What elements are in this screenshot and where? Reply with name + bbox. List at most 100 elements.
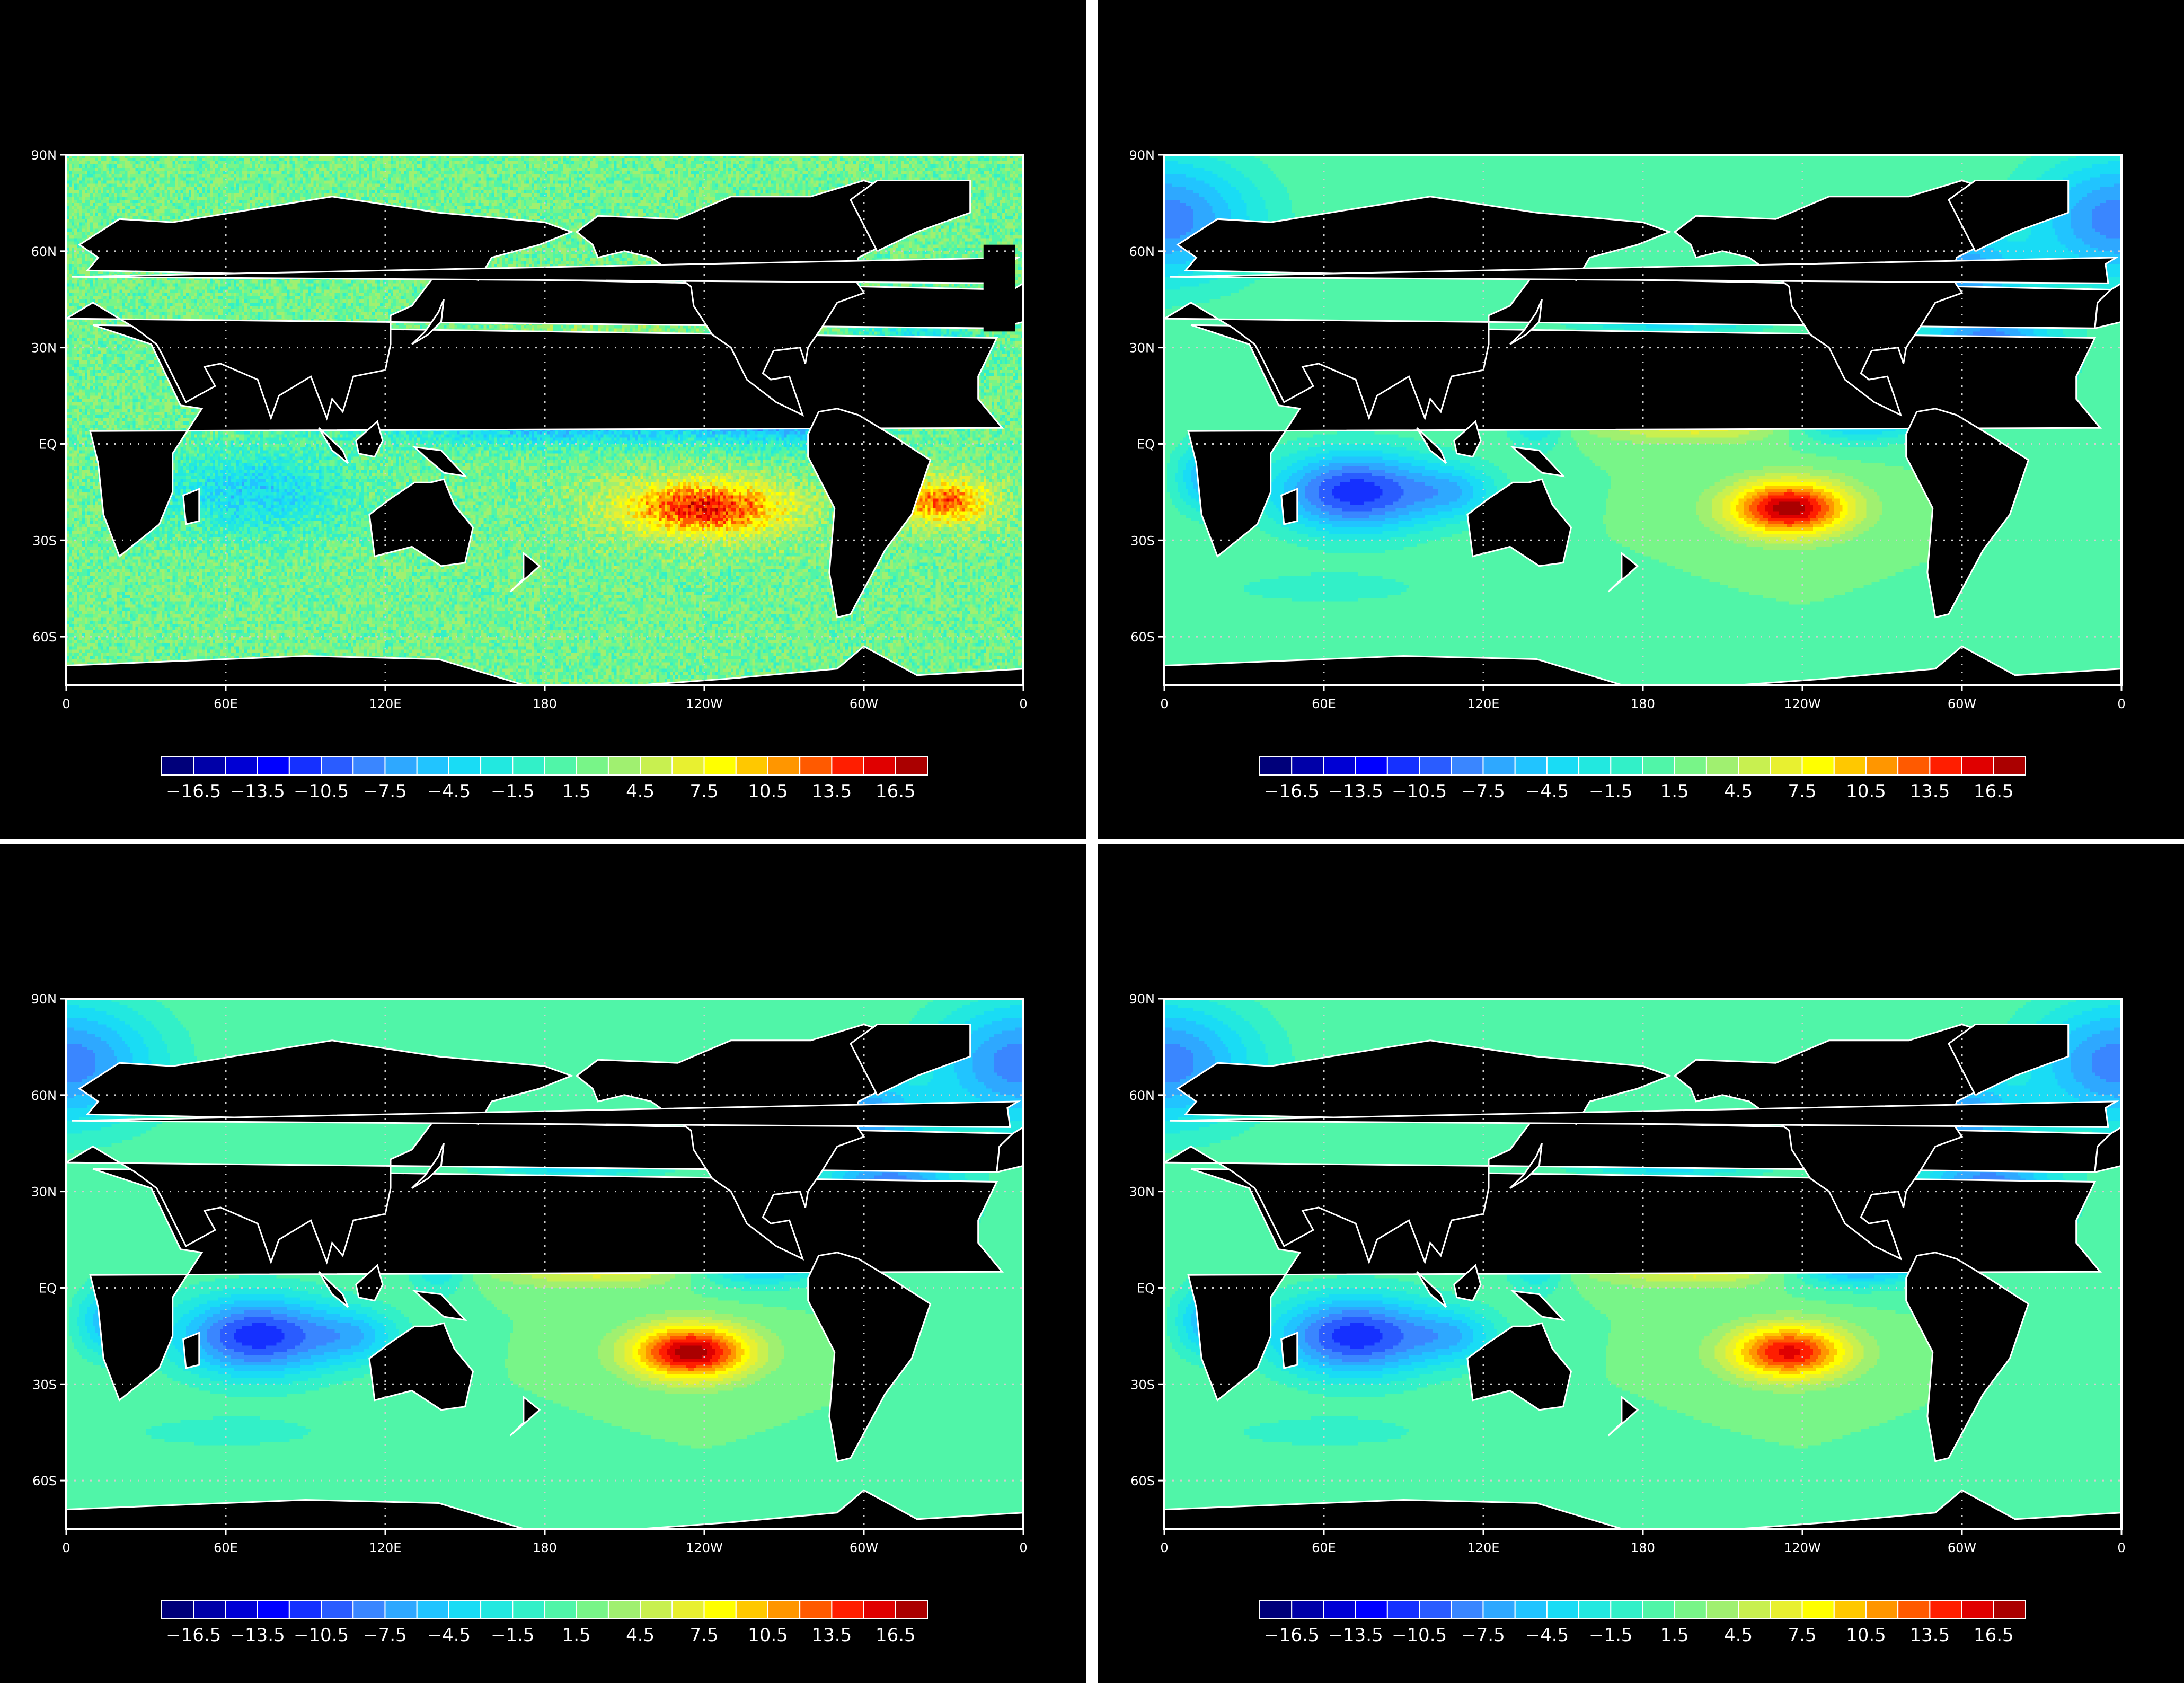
colorbar-label: 16.5 [876, 781, 916, 802]
colorbar-swatch [321, 756, 354, 776]
lat-tick-label: 60N [1129, 1088, 1155, 1103]
colorbar-swatch [1705, 756, 1739, 776]
lat-tick-label: EQ [1137, 437, 1155, 452]
colorbar-label: −1.5 [491, 1625, 535, 1646]
lon-tick-label: 60E [214, 697, 238, 711]
colorbar: −16.5 −13.5 −10.5 −7.5 −4.5 −1.5 1.5 4.5 7.5 10.5… [161, 756, 928, 802]
gridlines [1164, 155, 2121, 685]
colorbar-swatch [161, 756, 194, 776]
colorbar-label: 7.5 [690, 781, 719, 802]
colorbar-label: 7.5 [690, 1625, 719, 1646]
colorbar-swatch [448, 756, 482, 776]
landmass-sumatra [1416, 1271, 1447, 1308]
colorbar-swatch [895, 756, 928, 776]
colorbar-swatch [1642, 756, 1675, 776]
landmass-newguinea [412, 1290, 467, 1321]
lon-tick-label: 0 [1019, 697, 1027, 711]
gridlines [1164, 999, 2121, 1529]
landmass-madagascar [1280, 488, 1298, 525]
colorbar-swatch [321, 1600, 354, 1619]
landmass-madagascar [1280, 1332, 1298, 1369]
colorbar-label: −4.5 [1525, 781, 1569, 802]
colorbar-label: 1.5 [562, 1625, 591, 1646]
colorbar-label: −7.5 [363, 1625, 407, 1646]
lon-tick-label: 0 [2117, 1540, 2125, 1555]
colorbar-label: 1.5 [1660, 1625, 1689, 1646]
lat-tick-label: 90N [1129, 148, 1155, 163]
colorbar-swatch [1993, 1600, 2026, 1619]
colorbar-swatch [1642, 1600, 1675, 1619]
colorbar-label: −13.5 [230, 781, 285, 802]
landmass-namerica [1673, 179, 2003, 417]
lat-tick-label: EQ [39, 1281, 57, 1296]
colorbar-label: 10.5 [1846, 1625, 1886, 1646]
lat-tick-label: 60S [1130, 630, 1155, 645]
lat-tick-label: 30N [1129, 1185, 1155, 1200]
colorbar-swatch [480, 756, 514, 776]
lat-tick-label: 30S [32, 533, 57, 548]
landmass-nz [1607, 1395, 1639, 1437]
lat-tick-label: 60N [31, 1088, 57, 1103]
landmass-borneo [355, 1264, 384, 1302]
lat-tick-label: 30S [1130, 1377, 1155, 1392]
colorbar-swatch [1291, 1600, 1324, 1619]
lat-tick-label: 30S [1130, 533, 1155, 548]
colorbar-swatch [1610, 756, 1643, 776]
colorbar-swatch [1865, 756, 1899, 776]
colorbar-swatch [512, 1600, 545, 1619]
landmass-uk [1169, 1100, 2119, 1128]
landmass-eurasia [1164, 1039, 2113, 1265]
colorbar-swatch [703, 1600, 737, 1619]
landmass-borneo [355, 420, 384, 458]
lon-tick-label: 60E [1312, 697, 1336, 711]
colorbar-swatch [1291, 756, 1324, 776]
colorbar-swatch [1961, 756, 1994, 776]
colorbar-swatch [831, 756, 864, 776]
colorbar-swatch [1451, 1600, 1484, 1619]
colorbar-label: 10.5 [748, 1625, 788, 1646]
colorbar-swatch [703, 756, 737, 776]
colorbar-label: −16.5 [166, 781, 221, 802]
lon-tick-label: 120E [369, 697, 402, 711]
colorbar-swatch [1993, 756, 2026, 776]
colorbar-swatch [1770, 756, 1803, 776]
colorbar-swatch [1386, 1600, 1420, 1619]
colorbar: −16.5 −13.5 −10.5 −7.5 −4.5 −1.5 1.5 4.5 7.5 10.5… [1259, 756, 2026, 802]
landmass-sumatra [318, 1271, 349, 1308]
lon-tick-label: 120W [686, 1540, 723, 1555]
colorbar-swatch [576, 756, 609, 776]
colorbar-swatch [895, 1600, 928, 1619]
colorbar-swatch [1674, 1600, 1707, 1619]
lat-tick-label: 90N [31, 148, 57, 163]
colorbar-swatch [225, 1600, 258, 1619]
colorbar-label: −10.5 [294, 1625, 349, 1646]
colorbar-swatch [671, 756, 705, 776]
landmass-uk [1169, 257, 2119, 284]
lat-tick-label: 60N [31, 244, 57, 259]
gridlines [66, 155, 1023, 685]
colorbar-swatch [448, 1600, 482, 1619]
colorbar-swatch [384, 1600, 418, 1619]
lon-tick-label: 120E [369, 1540, 402, 1555]
landmass-newguinea [1510, 1290, 1566, 1321]
colorbar-swatch [384, 756, 418, 776]
colorbar-swatch [1705, 1600, 1739, 1619]
colorbar-label: 16.5 [1974, 781, 2014, 802]
colorbar-label: −1.5 [1589, 1625, 1633, 1646]
lat-tick-label: 60S [32, 630, 57, 645]
landmass-australia [1466, 1322, 1572, 1411]
landmass-sumatra [1416, 427, 1447, 464]
lon-tick-label: 60W [1948, 697, 1976, 711]
colorbar-swatch [1355, 756, 1388, 776]
colorbar-swatch [863, 756, 896, 776]
colorbar-label: −13.5 [1328, 1625, 1383, 1646]
landmass-eurasia [66, 1039, 1015, 1265]
landmass-nz [1607, 551, 1639, 593]
lon-tick-label: 0 [62, 1540, 70, 1555]
colorbar-swatch [416, 756, 449, 776]
colorbar-label: −4.5 [427, 1625, 471, 1646]
landmass-eurasia [1164, 196, 2113, 421]
colorbar-swatch [1386, 756, 1420, 776]
colorbar-swatch [193, 1600, 226, 1619]
colorbar-swatch [352, 1600, 386, 1619]
